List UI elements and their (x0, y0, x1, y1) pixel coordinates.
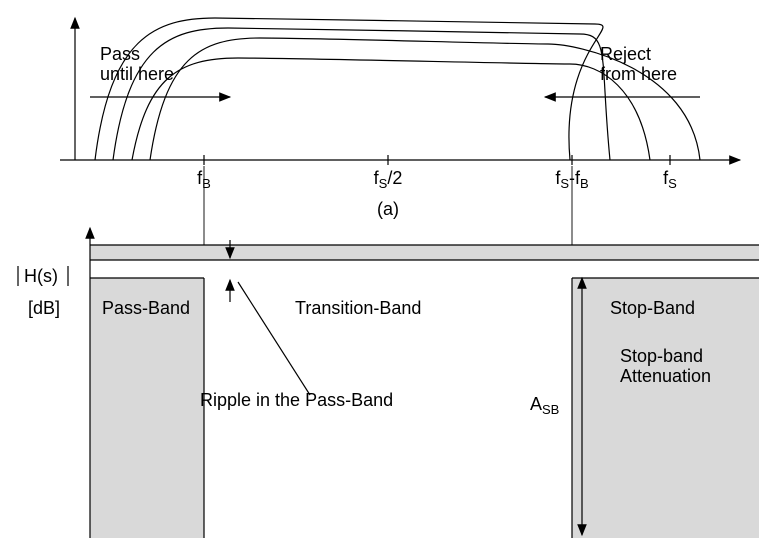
svg-text:Pass: Pass (100, 44, 140, 64)
svg-text:fS: fS (663, 168, 677, 191)
svg-text:from here: from here (600, 64, 677, 84)
svg-text:ASB: ASB (530, 394, 559, 417)
svg-text:Ripple in the Pass-Band: Ripple in the Pass-Band (200, 390, 393, 410)
filter-diagram: Passuntil hereRejectfrom herefBfS/2fS-fB… (0, 0, 759, 538)
svg-text:Stop-band: Stop-band (620, 346, 703, 366)
svg-text:Reject: Reject (600, 44, 651, 64)
svg-text:(a): (a) (377, 199, 399, 219)
svg-text:Transition-Band: Transition-Band (295, 298, 421, 318)
svg-text:fS/2: fS/2 (374, 168, 403, 191)
svg-text:[dB]: [dB] (28, 298, 60, 318)
svg-text:H(s): H(s) (24, 266, 58, 286)
svg-text:Stop-Band: Stop-Band (610, 298, 695, 318)
svg-text:until here: until here (100, 64, 174, 84)
svg-text:Pass-Band: Pass-Band (102, 298, 190, 318)
svg-text:Attenuation: Attenuation (620, 366, 711, 386)
